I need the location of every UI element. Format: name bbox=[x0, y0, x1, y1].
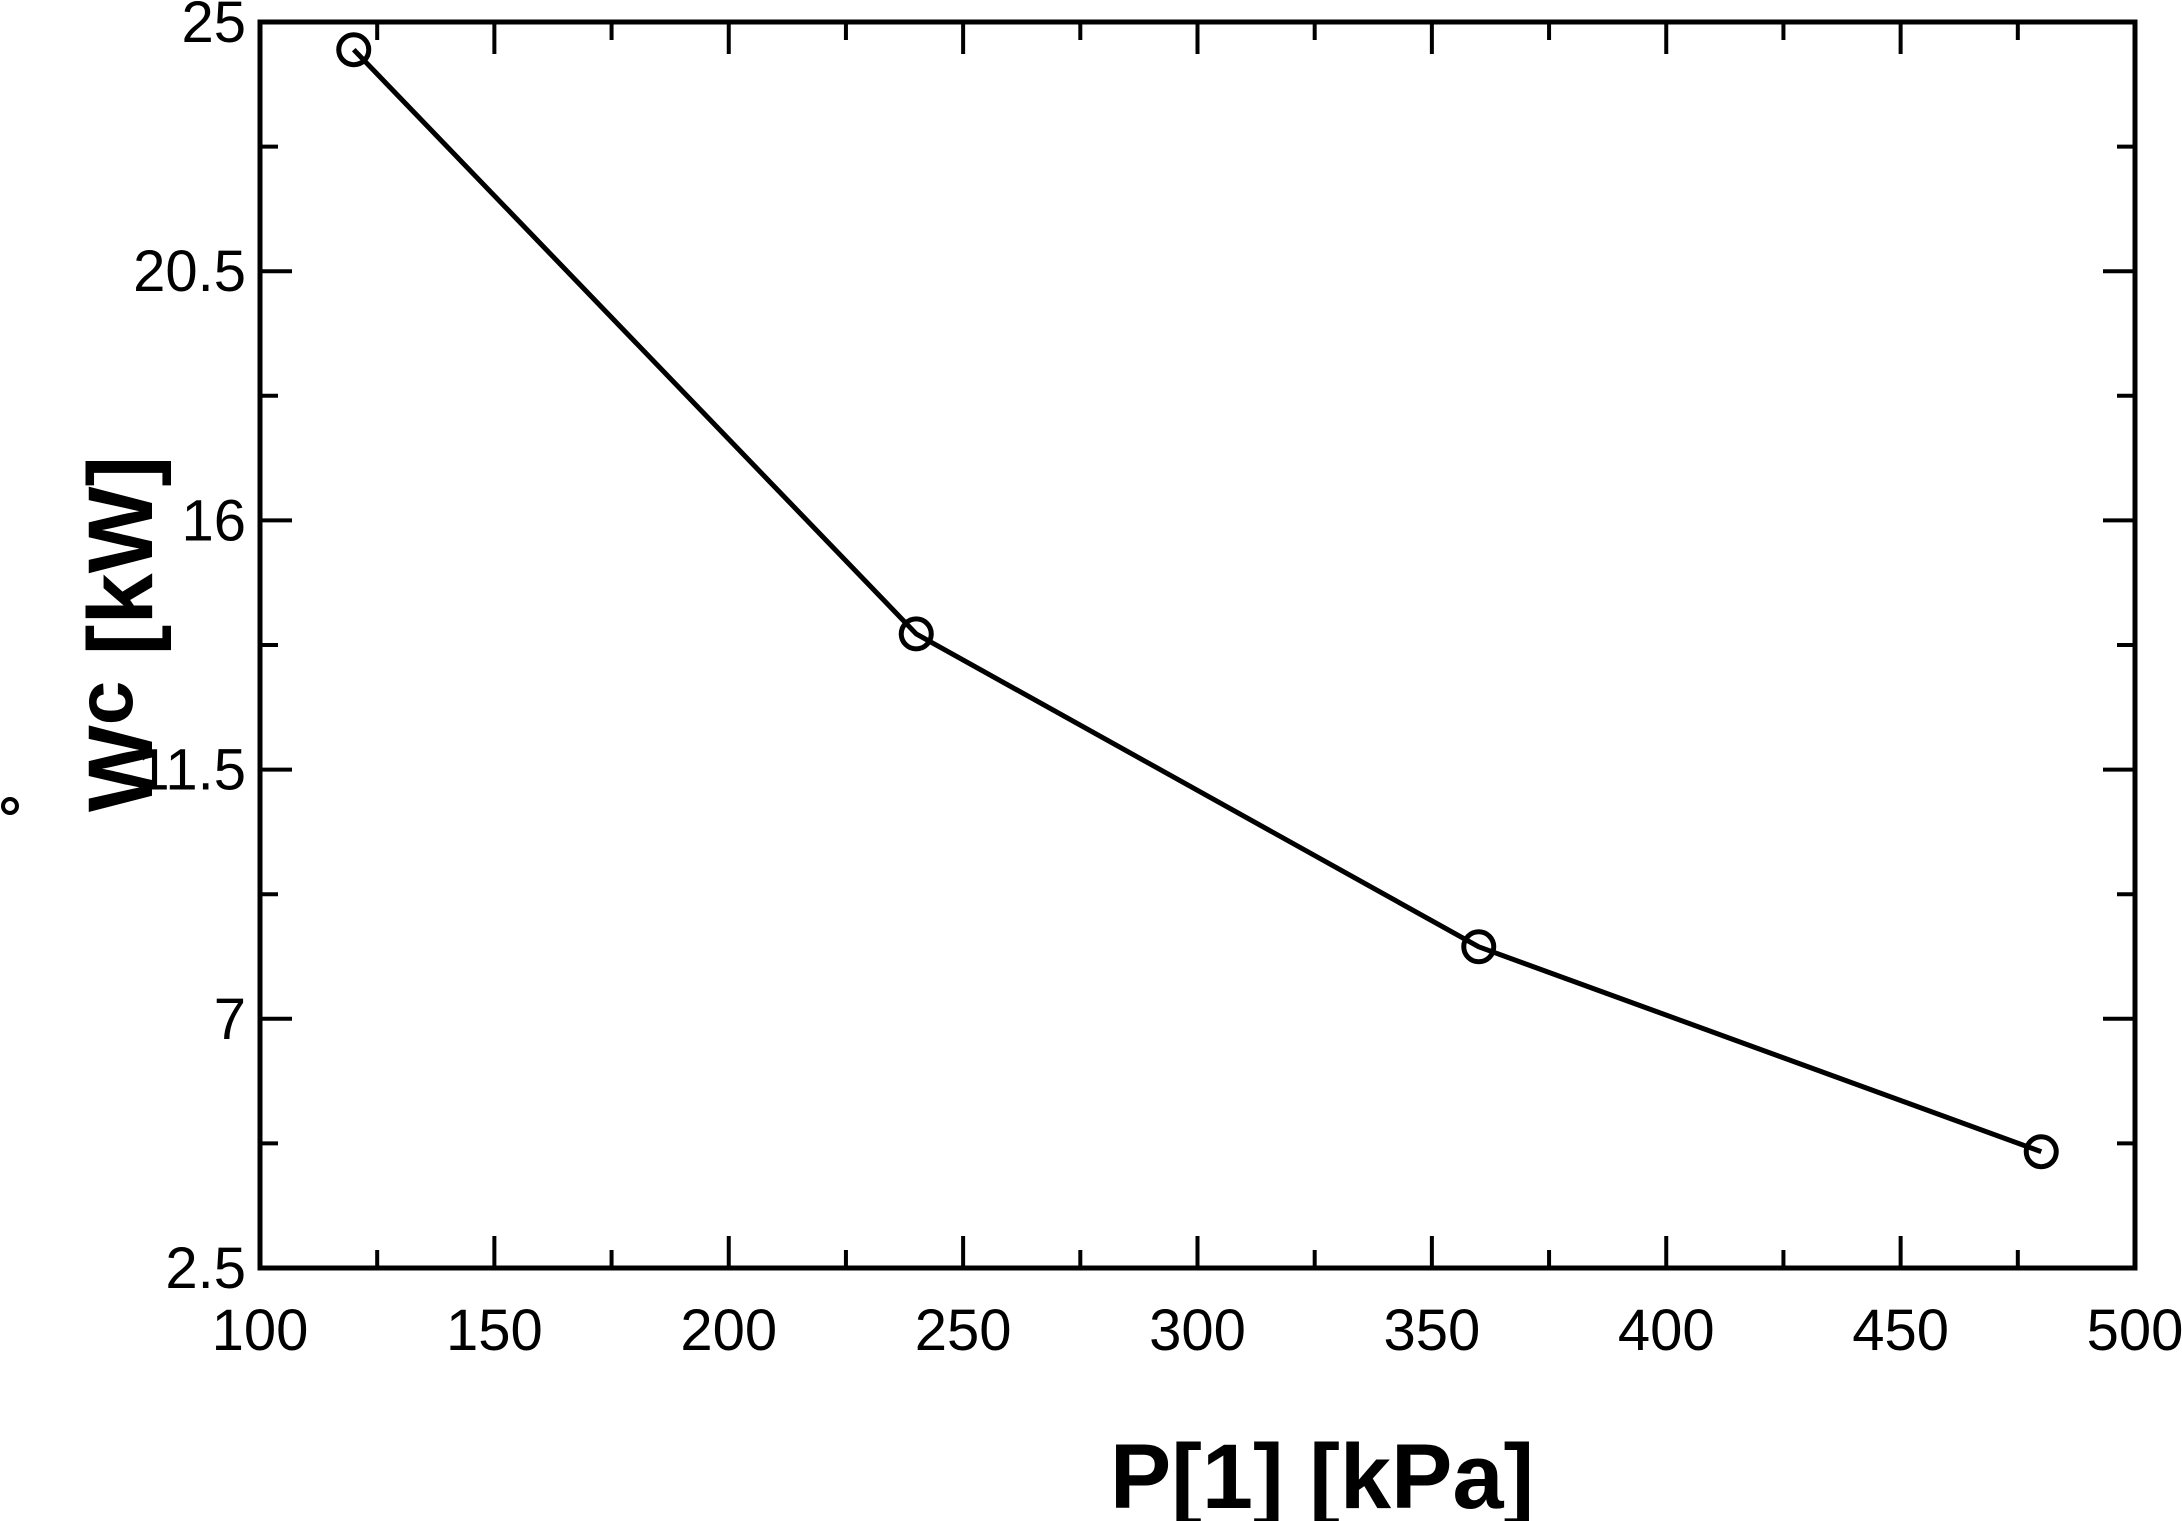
plot-frame bbox=[257, 19, 2138, 1271]
x-tick-label: 150 bbox=[446, 1298, 543, 1363]
y-tick-label: 11.5 bbox=[137, 738, 246, 803]
series-line bbox=[351, 47, 2043, 1155]
data-point bbox=[2023, 1134, 2059, 1170]
series-layer bbox=[336, 32, 2059, 1170]
x-tick-label: 100 bbox=[212, 1298, 309, 1363]
y-axis-symbol: W bbox=[70, 725, 172, 812]
x-tick-label: 250 bbox=[915, 1298, 1012, 1363]
y-tick-label: 7 bbox=[214, 987, 246, 1052]
x-tick-label: 400 bbox=[1618, 1298, 1715, 1363]
x-tick-label: 300 bbox=[1149, 1298, 1246, 1363]
data-point bbox=[1461, 929, 1497, 965]
y-tick-label: 16 bbox=[181, 488, 246, 553]
y-axis-subscript: c bbox=[60, 681, 149, 726]
y-tick-label: 2.5 bbox=[165, 1236, 246, 1301]
y-axis-title: Wc [kW] bbox=[60, 456, 172, 812]
x-tick-label: 350 bbox=[1383, 1298, 1480, 1363]
x-axis-title: P[1] [kPa] bbox=[1110, 1426, 1534, 1521]
x-tick-label: 200 bbox=[680, 1298, 777, 1363]
y-tick-labels: 2.5 7 11.5 16 20.5 25 bbox=[133, 0, 246, 1301]
x-tick-labels: 100 150 200 250 300 350 400 450 500 bbox=[212, 1298, 2182, 1363]
y-tick-label: 25 bbox=[181, 0, 246, 55]
y-tick-label: 20.5 bbox=[133, 239, 246, 304]
data-point bbox=[336, 32, 372, 68]
svg-text:Wc [kW]: Wc [kW] bbox=[60, 456, 172, 812]
y-axis-units: [kW] bbox=[70, 456, 172, 681]
x-tick-label: 500 bbox=[2087, 1298, 2182, 1363]
data-point bbox=[898, 616, 934, 652]
w-dot-icon bbox=[1, 797, 19, 815]
minor-ticks bbox=[260, 22, 2135, 1268]
x-tick-label: 450 bbox=[1852, 1298, 1949, 1363]
